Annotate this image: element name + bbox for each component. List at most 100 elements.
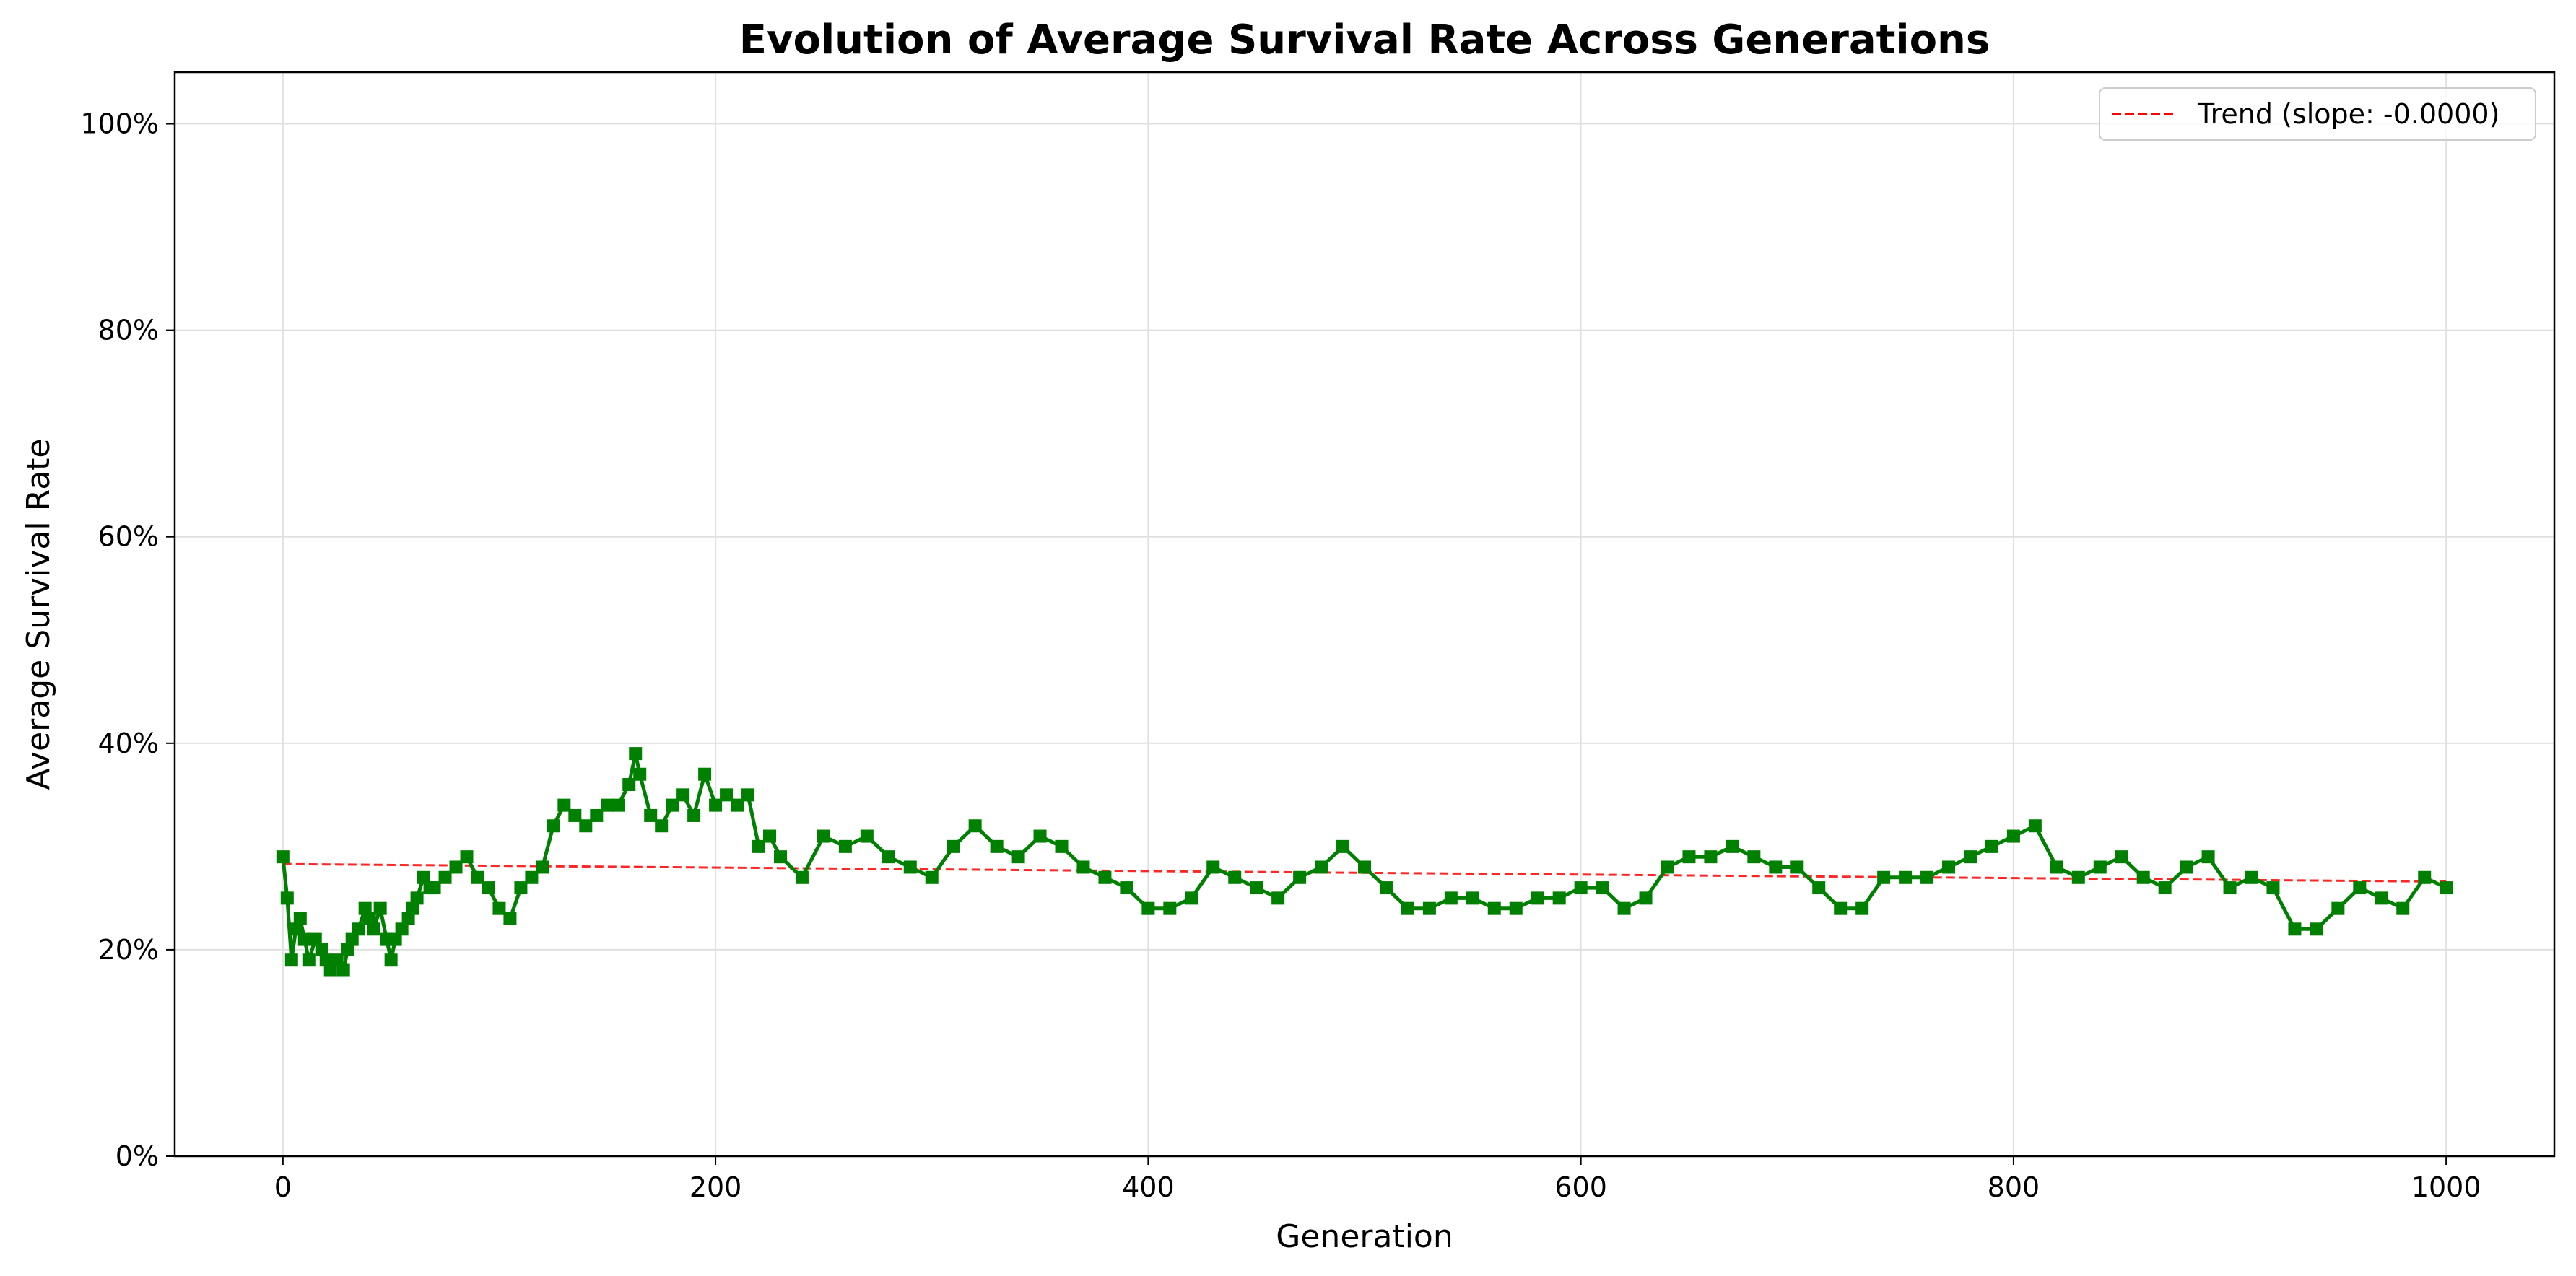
data-point	[482, 881, 495, 895]
data-point	[1141, 901, 1155, 915]
data-point	[352, 922, 365, 936]
data-point	[1098, 870, 1112, 884]
legend-trend-label: Trend (slope: -0.0000)	[2197, 98, 2499, 130]
y-tick-label: 20%	[98, 934, 159, 966]
data-point	[1271, 891, 1285, 905]
data-point	[2093, 860, 2107, 874]
data-point	[323, 963, 337, 977]
data-point	[1358, 860, 1371, 874]
data-point	[330, 953, 344, 967]
data-point	[1899, 870, 1913, 884]
data-point	[525, 870, 539, 884]
data-point	[644, 808, 658, 822]
data-point	[1466, 891, 1479, 905]
data-point	[1985, 839, 1998, 853]
legend-box	[2099, 87, 2536, 141]
data-point	[289, 922, 303, 936]
data-point	[968, 819, 982, 833]
data-point	[2353, 881, 2367, 895]
data-point	[1250, 881, 1263, 895]
data-point	[676, 788, 690, 802]
data-point	[1596, 881, 1609, 895]
x-tick-label: 400	[1122, 1171, 1175, 1203]
data-point	[1574, 881, 1588, 895]
x-tick-label: 0	[274, 1171, 292, 1203]
data-point	[308, 932, 322, 946]
data-point	[666, 798, 679, 812]
y-tick-label: 80%	[98, 315, 159, 346]
data-point	[795, 870, 809, 884]
data-point	[2245, 870, 2258, 884]
data-point	[362, 912, 376, 925]
data-point	[1942, 860, 1956, 874]
data-point	[1726, 839, 1739, 853]
data-point	[315, 943, 328, 956]
data-point	[612, 798, 625, 812]
data-point	[367, 922, 380, 936]
data-point	[1747, 850, 1761, 864]
data-point	[629, 747, 643, 761]
data-point	[395, 922, 409, 936]
data-point	[2028, 819, 2042, 833]
data-point	[557, 798, 571, 812]
data-point	[1661, 860, 1674, 874]
legend: Trend (slope: -0.0000)	[2099, 87, 2536, 141]
data-point	[388, 932, 402, 946]
data-point	[2288, 922, 2302, 936]
data-point	[2158, 881, 2172, 895]
data-point	[655, 819, 669, 833]
data-point	[1293, 870, 1307, 884]
chart-title: Evolution of Average Survival Rate Acros…	[739, 17, 1990, 64]
data-point	[1120, 881, 1133, 895]
data-point	[2223, 881, 2237, 895]
data-point	[590, 808, 604, 822]
x-tick-label: 1000	[2411, 1171, 2481, 1203]
data-point	[276, 850, 290, 864]
data-point	[401, 912, 415, 925]
data-point	[2180, 860, 2193, 874]
y-axis-label: Average Survival Rate	[20, 439, 57, 790]
data-point	[1422, 901, 1436, 915]
data-point	[1877, 870, 1891, 884]
data-point	[1704, 850, 1718, 864]
data-point	[622, 778, 636, 792]
data-point	[741, 788, 755, 802]
data-point	[817, 829, 830, 843]
survival-series	[276, 747, 2453, 977]
data-point	[2006, 829, 2020, 843]
data-point	[417, 870, 430, 884]
data-point	[2375, 891, 2388, 905]
data-point	[427, 881, 441, 895]
data-point	[860, 829, 874, 843]
data-point	[1076, 860, 1090, 874]
data-point	[2201, 850, 2215, 864]
data-point	[2266, 881, 2280, 895]
data-point	[2136, 870, 2150, 884]
data-point	[568, 808, 582, 822]
data-point	[336, 963, 350, 977]
data-point	[514, 881, 528, 895]
y-tick-label: 40%	[98, 727, 159, 759]
data-point	[503, 912, 517, 925]
data-point	[2050, 860, 2063, 874]
data-point	[579, 819, 593, 833]
data-point	[302, 953, 316, 967]
data-point	[1617, 901, 1631, 915]
data-point	[1315, 860, 1328, 874]
data-point	[838, 839, 852, 853]
data-point	[925, 870, 939, 884]
data-point	[720, 788, 734, 802]
x-axis-label: Generation	[1276, 1218, 1453, 1255]
data-point	[536, 860, 549, 874]
data-point	[687, 808, 701, 822]
data-point	[731, 798, 744, 812]
data-point	[698, 767, 712, 781]
data-point	[319, 953, 333, 967]
data-point	[1336, 839, 1350, 853]
data-point	[406, 901, 419, 915]
data-point	[709, 798, 723, 812]
data-point	[471, 870, 484, 884]
data-point	[410, 891, 424, 905]
